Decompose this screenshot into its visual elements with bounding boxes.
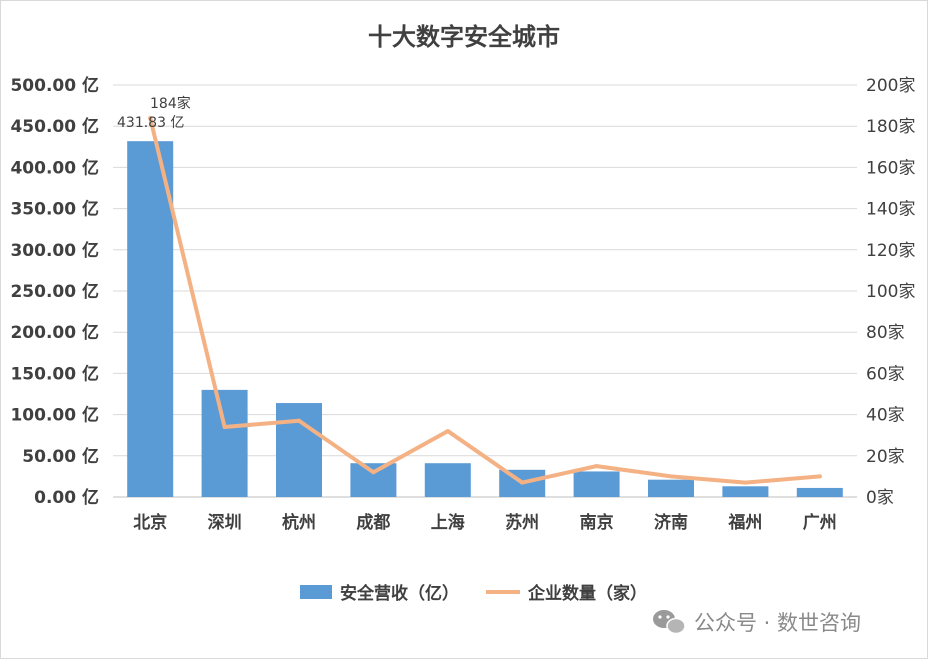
x-tick-label: 杭州 [282, 512, 316, 533]
x-tick-label: 福州 [727, 512, 762, 533]
bar [276, 403, 322, 497]
legend-line-label: 企业数量（家） [527, 583, 647, 604]
y2-tick-label: 20家 [866, 447, 905, 467]
bar [722, 486, 769, 497]
y-axis-left: 0.00 亿 50.00 亿 100.00 亿 150.00 亿 200.00 亿 250… [10, 75, 99, 508]
bar-series [127, 141, 843, 498]
watermark: 公众号 · 数世咨询 [653, 610, 861, 635]
x-tick-label: 成都 [356, 512, 390, 533]
y-tick-label: 200.00 亿 [10, 322, 99, 343]
x-axis: 北京 深圳 杭州 成都 上海 苏州 南京 济南 福州 广州 [133, 512, 837, 533]
x-tick-label: 上海 [431, 512, 465, 533]
line-point [297, 418, 301, 423]
y2-tick-label: 60家 [866, 364, 905, 384]
line-point [371, 470, 376, 475]
watermark-text: 公众号 · 数世咨询 [694, 611, 861, 635]
line-series [148, 115, 822, 485]
y-tick-label: 0.00 亿 [34, 487, 99, 508]
y2-tick-label: 120家 [866, 241, 915, 261]
legend-bar-swatch [300, 585, 332, 599]
bar [796, 487, 843, 497]
x-tick-label: 广州 [803, 512, 837, 533]
y-axis-right: 0家 20家 40家 60家 80家 100家 120家 140家 160家 180家 200家 [866, 76, 915, 508]
y-tick-label: 50.00 亿 [22, 446, 99, 467]
y2-tick-label: 100家 [866, 282, 915, 302]
line-point [743, 480, 748, 485]
bar [424, 463, 471, 497]
y2-tick-label: 0家 [866, 488, 894, 508]
y-tick-label: 300.00 亿 [10, 240, 99, 261]
line-point [817, 474, 822, 479]
line-point [222, 424, 227, 429]
x-tick-label: 济南 [654, 512, 688, 533]
y-tick-label: 400.00 亿 [10, 157, 99, 178]
line-point [594, 464, 599, 469]
bar [350, 463, 397, 497]
y-tick-label: 150.00 亿 [10, 363, 99, 384]
x-tick-label: 南京 [580, 512, 614, 533]
legend: 安全营收（亿） 企业数量（家） [300, 583, 647, 604]
line-point [445, 429, 450, 434]
y-tick-label: 250.00 亿 [10, 281, 99, 302]
y-tick-label: 450.00 亿 [10, 116, 99, 137]
bar [201, 389, 248, 497]
chart-title: 十大数字安全城市 [368, 23, 560, 51]
wechat-icon [653, 610, 686, 635]
bar [648, 479, 694, 497]
line-point [148, 115, 153, 120]
line-point [669, 474, 673, 479]
y2-tick-label: 180家 [866, 117, 915, 137]
y2-tick-label: 160家 [866, 158, 915, 178]
legend-bar-label: 安全营收（亿） [340, 583, 459, 604]
bar [127, 141, 174, 498]
bar-data-label: 431.83 亿 [117, 115, 184, 131]
y2-tick-label: 80家 [866, 323, 905, 343]
y-tick-label: 500.00 亿 [10, 75, 99, 96]
y-tick-label: 100.00 亿 [10, 405, 99, 426]
bar [573, 471, 620, 497]
y2-tick-label: 200家 [866, 76, 915, 96]
line-point [520, 480, 525, 485]
line-data-label: 184家 [150, 95, 191, 112]
y-tick-label: 350.00 亿 [10, 199, 99, 220]
x-tick-label: 北京 [133, 512, 167, 533]
x-tick-label: 苏州 [505, 512, 539, 533]
line-path [148, 115, 822, 485]
y2-tick-label: 40家 [866, 406, 905, 426]
x-tick-label: 深圳 [208, 512, 242, 533]
y2-tick-label: 140家 [866, 200, 915, 220]
